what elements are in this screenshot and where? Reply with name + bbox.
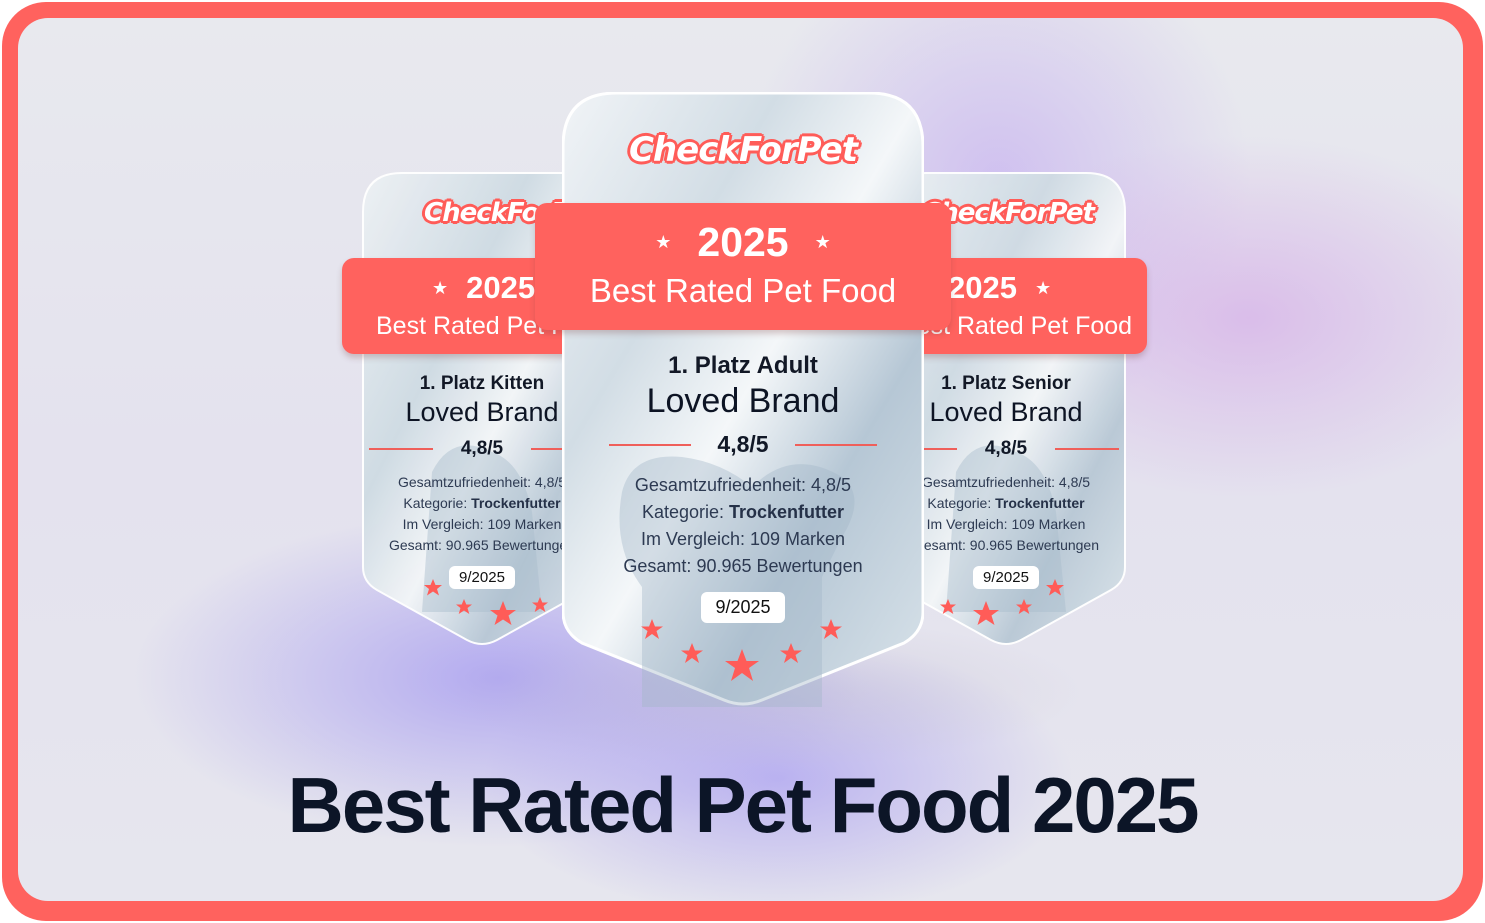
star-icon	[641, 619, 663, 639]
divider-line	[609, 443, 692, 446]
star-icon	[725, 649, 759, 681]
divider-line	[531, 448, 562, 450]
badge-rating: 4,8/5	[717, 431, 769, 457]
star-icon	[1016, 599, 1032, 614]
badge-brand: Loved Brand	[929, 397, 1083, 427]
badge-body-kitten: 1. Platz Kitten Loved Brand 4,8/5 Gesamt…	[362, 370, 562, 589]
stars-senior	[940, 579, 1064, 625]
stars-adult	[641, 619, 842, 681]
star-icon	[780, 643, 802, 663]
badge-brand: Loved Brand	[646, 382, 840, 420]
ribbon-title: Best Rated Pet Food	[589, 272, 897, 309]
star-icon: ★	[655, 232, 672, 252]
badge-date: 9/2025	[973, 566, 1039, 589]
fact-total: Gesamt: 90.965 Bewertungen	[623, 556, 863, 576]
checkforpet-logo: CheckForPet	[628, 130, 858, 170]
fact-category: Kategorie: Trockenfutter	[927, 495, 1085, 511]
badge-body-adult: 1. Platz Adult Loved Brand 4,8/5 Gesamtz…	[562, 352, 924, 623]
badge-rating: 4,8/5	[460, 438, 504, 459]
divider-line	[1055, 448, 1120, 450]
badge-body-senior: 1. Platz Senior Loved Brand 4,8/5 Gesamt…	[886, 370, 1126, 589]
star-icon	[1046, 579, 1064, 596]
divider-line	[892, 448, 957, 450]
fact-total: Gesamt: 90.965 Bewertungen	[388, 537, 562, 553]
star-icon	[820, 619, 842, 639]
star-icon	[532, 597, 548, 612]
page-headline: Best Rated Pet Food 2025	[287, 761, 1200, 849]
fact-category: Kategorie: Trockenfutter	[641, 502, 845, 522]
fact-total: Gesamt: 90.965 Bewertungen	[912, 537, 1099, 553]
fact-category: Kategorie: Trockenfutter	[403, 495, 561, 511]
star-icon	[424, 579, 442, 596]
ribbon-year: 2025	[697, 219, 789, 265]
fact-comparison: Im Vergleich: 109 Marken	[640, 529, 846, 549]
star-icon	[940, 599, 956, 614]
divider-line	[368, 448, 433, 450]
star-icon	[973, 601, 999, 625]
star-icon: ★	[432, 277, 449, 298]
star-icon: ★	[814, 232, 831, 252]
ribbon-year: 2025	[466, 270, 536, 305]
badge-place: 1. Platz Adult	[668, 352, 818, 379]
badge-date: 9/2025	[449, 566, 515, 589]
ribbon-year: 2025	[948, 270, 1017, 305]
badge-date: 9/2025	[701, 592, 785, 623]
dog-silhouette	[619, 456, 855, 707]
ribbon-adult: ★ 2025 ★ Best Rated Pet Food	[535, 203, 951, 330]
fact-comparison: Im Vergleich: 109 Marken	[926, 516, 1086, 532]
star-icon	[456, 599, 472, 614]
fact-satisfaction: Gesamtzufriedenheit: 4,8/5	[397, 474, 562, 490]
star-icon	[490, 601, 516, 625]
badge-rating: 4,8/5	[984, 438, 1028, 459]
stars-kitten	[424, 579, 548, 625]
badge-place: 1. Platz Senior	[941, 373, 1071, 394]
star-icon	[681, 643, 703, 663]
badge-place: 1. Platz Kitten	[419, 373, 545, 394]
fact-satisfaction: Gesamtzufriedenheit: 4,8/5	[634, 475, 852, 495]
fact-satisfaction: Gesamtzufriedenheit: 4,8/5	[921, 474, 1091, 490]
fact-comparison: Im Vergleich: 109 Marken	[402, 516, 562, 532]
star-icon: ★	[1034, 277, 1052, 298]
divider-line	[794, 443, 877, 446]
badge-brand: Loved Brand	[405, 397, 559, 427]
